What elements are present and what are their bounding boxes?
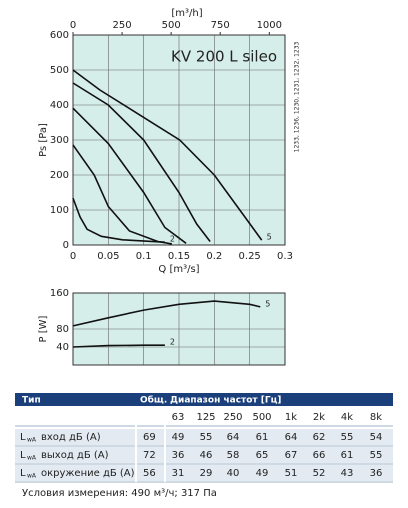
row-value: 55 (370, 450, 383, 461)
y-axis-label: P [W] (38, 315, 49, 342)
footnote: Условия измерения: 490 м³/ч; 317 Па (22, 488, 217, 499)
row-value: 61 (256, 432, 269, 443)
curve-label: 5 (265, 299, 270, 308)
row-value: 52 (313, 468, 326, 479)
band-label: 8k (370, 412, 382, 423)
row-total: 56 (143, 468, 156, 479)
x-tick-label: 0.05 (97, 251, 119, 262)
row-symbol: L (20, 468, 26, 479)
row-bg (15, 447, 393, 463)
x-tick-label: 0.3 (277, 251, 293, 262)
y-tick-label: 400 (50, 100, 69, 111)
row-sub: wA (27, 455, 37, 462)
row-sub: wA (27, 437, 37, 444)
x2-tick-label: 250 (113, 20, 132, 31)
row-value: 46 (200, 450, 213, 461)
x2-tick-label: 750 (211, 20, 230, 31)
row-value: 58 (227, 450, 240, 461)
plot-frame (72, 292, 286, 366)
row-value: 65 (256, 450, 269, 461)
table-header: Диапазон частот [Гц] (170, 396, 281, 406)
row-label: окружение дБ (A) (41, 468, 135, 479)
row-value: 54 (370, 432, 383, 443)
row-value: 64 (227, 432, 240, 443)
band-label: 63 (172, 412, 185, 423)
plot-frame (72, 34, 286, 246)
band-label: 1k (285, 412, 297, 423)
row-value: 49 (256, 468, 269, 479)
row-total: 72 (143, 450, 156, 461)
table-header-bg (15, 393, 393, 406)
band-label: 125 (196, 412, 215, 423)
curve (72, 82, 211, 242)
y-tick-label: 40 (56, 342, 69, 353)
chart-title: KV 200 L sileo (171, 48, 277, 66)
y-tick-label: 500 (50, 65, 69, 76)
row-value: 67 (285, 450, 298, 461)
band-label: 500 (252, 412, 271, 423)
curve (72, 69, 263, 241)
y-tick-label: 200 (50, 170, 69, 181)
x-tick-label: 0.25 (239, 251, 261, 262)
y-tick-label: 300 (50, 135, 69, 146)
x2-axis-label: [m³/h] (171, 8, 202, 19)
band-label: 4k (341, 412, 353, 423)
y-tick-label: 80 (56, 324, 69, 335)
row-value: 49 (172, 432, 185, 443)
row-value: 51 (285, 468, 298, 479)
y-tick-label: 0 (63, 240, 69, 251)
y-tick-label: 600 (50, 30, 69, 41)
x-tick-label: 0.1 (136, 251, 152, 262)
x-axis-label: Q [m³/s] (158, 264, 199, 275)
row-value: 61 (341, 450, 354, 461)
annotation: 1233, 1236, 1230, 1231, 1232, 1233 (294, 41, 301, 152)
table-header: Общ. (140, 395, 167, 406)
row-value: 36 (172, 450, 185, 461)
row-sub: wA (27, 473, 37, 480)
x2-tick-label: 1000 (257, 20, 282, 31)
row-value: 64 (285, 432, 298, 443)
row-value: 55 (341, 432, 354, 443)
row-symbol: L (20, 450, 26, 461)
row-label: вход дБ (A) (41, 432, 101, 443)
row-value: 62 (313, 432, 326, 443)
x-tick-label: 0 (70, 251, 76, 262)
row-value: 40 (227, 468, 240, 479)
table-header: Тип (22, 396, 41, 406)
row-symbol: L (20, 432, 26, 443)
row-label: выход дБ (A) (41, 450, 109, 461)
curve-label: 2 (170, 235, 175, 244)
row-bg (15, 465, 393, 481)
curve-label: 5 (267, 233, 272, 242)
row-value: 55 (200, 432, 213, 443)
curve (72, 107, 187, 244)
row-value: 29 (200, 468, 213, 479)
y-tick-label: 160 (50, 288, 69, 299)
row-value: 66 (313, 450, 326, 461)
curve (72, 344, 165, 348)
curve (72, 300, 261, 327)
x-tick-label: 0.2 (206, 251, 222, 262)
row-bg (15, 429, 393, 445)
x2-tick-label: 500 (162, 20, 181, 31)
curve-label: 2 (170, 338, 175, 347)
x-tick-label: 0.15 (168, 251, 190, 262)
row-value: 43 (341, 468, 354, 479)
row-total: 69 (143, 432, 156, 443)
x2-tick-label: 0 (70, 20, 76, 31)
band-label: 2k (313, 412, 325, 423)
band-label: 250 (223, 412, 242, 423)
curve (72, 197, 165, 243)
row-value: 31 (172, 468, 185, 479)
row-value: 36 (370, 468, 383, 479)
y-tick-label: 100 (50, 205, 69, 216)
y-axis-label: Ps [Pa] (38, 123, 49, 157)
